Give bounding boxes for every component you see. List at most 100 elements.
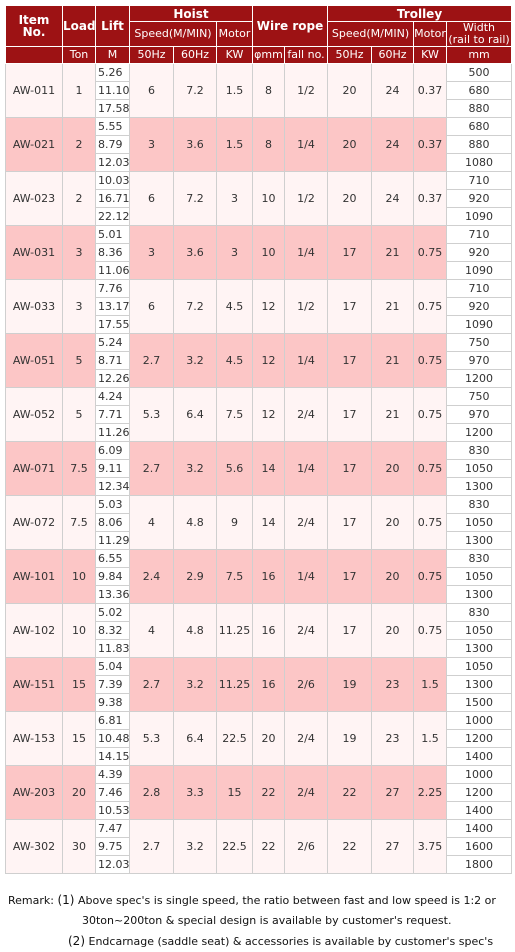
table-row: 14.15 1400 xyxy=(6,747,513,766)
cell-width: 1400 xyxy=(446,801,513,820)
cell-lift: 11.83 xyxy=(95,639,130,658)
cell-t50: 19 xyxy=(327,711,373,766)
cell-h50: 5.3 xyxy=(129,711,174,766)
cell-t50: 17 xyxy=(327,279,373,334)
cell-fall: 1/4 xyxy=(283,333,329,388)
cell-h60: 3.2 xyxy=(173,441,217,496)
cell-tkw: 0.75 xyxy=(413,333,448,388)
cell-width: 750 xyxy=(446,333,513,352)
cell-phi: 12 xyxy=(252,279,285,334)
cell-t50: 19 xyxy=(327,657,373,712)
cell-lift: 4.39 xyxy=(95,765,130,784)
remarks: Remark: (1) Above spec's is single speed… xyxy=(8,890,513,952)
cell-width: 1300 xyxy=(446,585,513,604)
cell-lift: 9.11 xyxy=(95,459,130,478)
cell-fall: 1/4 xyxy=(283,441,329,496)
cell-item: AW-051 xyxy=(5,333,63,388)
cell-fall: 2/4 xyxy=(283,387,329,442)
cell-fall: 1/2 xyxy=(283,279,329,334)
cell-lift: 7.71 xyxy=(95,405,130,424)
cell-h60: 3.6 xyxy=(173,117,217,172)
cell-h50: 3 xyxy=(129,117,174,172)
cell-lift: 8.32 xyxy=(95,621,130,640)
header-hoist-speed: Speed(M/MIN) xyxy=(129,21,217,47)
cell-t60: 21 xyxy=(371,333,415,388)
table-row: 8.71 970 xyxy=(6,351,513,370)
cell-phi: 10 xyxy=(252,171,285,226)
cell-fall: 2/4 xyxy=(283,765,329,820)
cell-lift: 17.58 xyxy=(95,99,130,118)
cell-lift: 5.24 xyxy=(95,333,130,352)
cell-h60: 6.4 xyxy=(173,711,217,766)
cell-width: 1000 xyxy=(446,765,513,784)
cell-t60: 21 xyxy=(371,387,415,442)
cell-t50: 17 xyxy=(327,333,373,388)
table-row: 9.38 1500 xyxy=(6,693,513,712)
unit-ton: Ton xyxy=(62,46,96,64)
cell-lift: 7.39 xyxy=(95,675,130,694)
cell-h50: 2.7 xyxy=(129,333,174,388)
cell-phi: 22 xyxy=(252,819,285,874)
cell-width: 1500 xyxy=(446,693,513,712)
table-row: 12.03 1800 xyxy=(6,855,513,874)
cell-width: 1200 xyxy=(446,729,513,748)
cell-item: AW-031 xyxy=(5,225,63,280)
cell-tkw: 0.75 xyxy=(413,549,448,604)
cell-lift: 8.79 xyxy=(95,135,130,154)
cell-width: 1600 xyxy=(446,837,513,856)
table-row: 7.39 1300 xyxy=(6,675,513,694)
header-hoist-motor: Motor xyxy=(216,21,253,47)
header-width-line2: (rail to rail) xyxy=(448,33,510,46)
cell-h60: 3.3 xyxy=(173,765,217,820)
cell-fall: 1/4 xyxy=(283,225,329,280)
cell-width: 1090 xyxy=(446,315,513,334)
spec-body: AW-011 1 5.26 6 7.2 1.5 8 1/2 20 24 0.37 500 11.10 68… xyxy=(5,63,513,874)
cell-lift: 6.55 xyxy=(95,549,130,568)
table-row: AW-033 3 7.76 6 7.2 4.5 12 1/2 17 21 0.75 710 xyxy=(5,279,513,334)
cell-lift: 17.55 xyxy=(95,315,130,334)
cell-lift: 8.71 xyxy=(95,351,130,370)
cell-width: 830 xyxy=(446,441,513,460)
cell-h50: 2.8 xyxy=(129,765,174,820)
table-row: AW-101 10 6.55 2.4 2.9 7.5 16 1/4 17 20 0.75 830 xyxy=(5,549,513,604)
cell-item: AW-021 xyxy=(5,117,63,172)
unit-mm: mm xyxy=(446,46,513,64)
cell-item: AW-302 xyxy=(5,819,63,874)
cell-hkw: 22.5 xyxy=(216,819,253,874)
table-row: AW-102 10 5.02 4 4.8 11.25 16 2/4 17 20 0.75 830 xyxy=(5,603,513,658)
table-row: AW-051 5 5.24 2.7 3.2 4.5 12 1/4 17 21 0.75 750 xyxy=(5,333,513,388)
cell-hkw: 9 xyxy=(216,495,253,550)
header-width-line1: Width xyxy=(463,21,496,34)
cell-hkw: 11.25 xyxy=(216,657,253,712)
cell-lift: 14.15 xyxy=(95,747,130,766)
cell-load: 30 xyxy=(62,819,96,874)
cell-load: 10 xyxy=(62,549,96,604)
cell-hkw: 7.5 xyxy=(216,549,253,604)
remark-1-text-b: 30ton~200ton & special design is availab… xyxy=(82,914,452,927)
cell-hkw: 4.5 xyxy=(216,333,253,388)
table-row: 11.06 1090 xyxy=(6,261,513,280)
cell-lift: 9.38 xyxy=(95,693,130,712)
cell-load: 15 xyxy=(62,711,96,766)
cell-width: 710 xyxy=(446,279,513,298)
cell-phi: 16 xyxy=(252,603,285,658)
table-row: 7.71 970 xyxy=(6,405,513,424)
cell-t60: 21 xyxy=(371,279,415,334)
cell-tkw: 0.75 xyxy=(413,495,448,550)
cell-tkw: 0.37 xyxy=(413,63,448,118)
cell-h60: 6.4 xyxy=(173,387,217,442)
table-row: 9.11 1050 xyxy=(6,459,513,478)
cell-tkw: 0.37 xyxy=(413,171,448,226)
unit-blank xyxy=(5,46,63,64)
cell-hkw: 3 xyxy=(216,225,253,280)
cell-tkw: 0.75 xyxy=(413,279,448,334)
cell-item: AW-153 xyxy=(5,711,63,766)
table-row: 9.75 1600 xyxy=(6,837,513,856)
cell-phi: 20 xyxy=(252,711,285,766)
cell-t50: 17 xyxy=(327,441,373,496)
cell-h50: 6 xyxy=(129,279,174,334)
cell-lift: 7.76 xyxy=(95,279,130,298)
cell-lift: 6.81 xyxy=(95,711,130,730)
cell-lift: 5.04 xyxy=(95,657,130,676)
table-row: 17.55 1090 xyxy=(6,315,513,334)
